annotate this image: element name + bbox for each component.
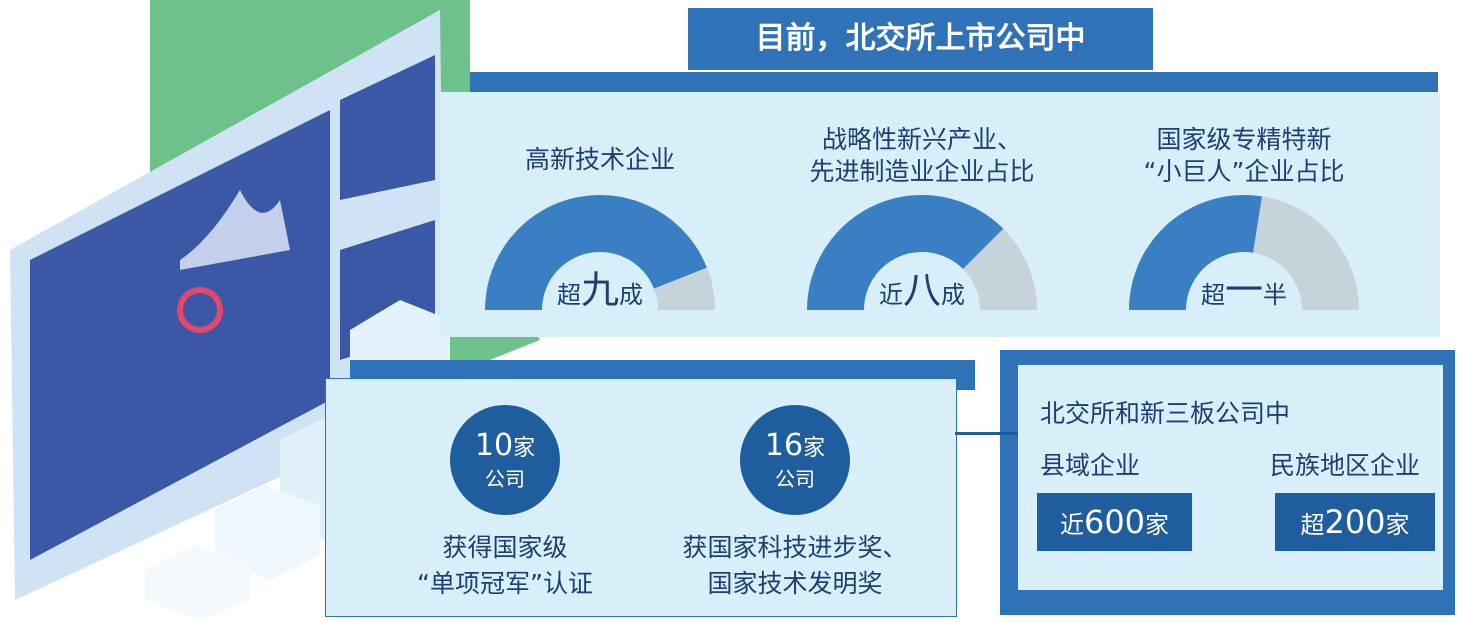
region-unit: 家 (1385, 511, 1410, 539)
gauges (485, 195, 1359, 310)
region-prefix: 超 (1300, 511, 1325, 539)
gauge-value: 近八成 (842, 268, 1002, 317)
region-prefix: 近 (1059, 511, 1084, 539)
gauge-suffix: 半 (1263, 281, 1287, 309)
gauge-suffix: 成 (941, 281, 965, 309)
gauge-remainder (653, 267, 715, 310)
gauge-label: 国家级专精特新 (1156, 125, 1332, 154)
award-caption: “单项冠军”认证 (417, 569, 593, 598)
cube (215, 485, 320, 580)
gauge-emphasis: 九 (580, 268, 619, 312)
gauge-prefix: 近 (878, 281, 903, 309)
gauge-fill (807, 195, 1004, 310)
gauge-prefix: 超 (1200, 281, 1225, 309)
awards-panel (325, 378, 957, 617)
gauge-label: “小巨人”企业占比 (1143, 157, 1345, 186)
gauge-remainder (1253, 196, 1359, 310)
region-badge: 超200家 (1275, 493, 1435, 551)
gauge-label: 高新技术企业 (524, 145, 675, 174)
screen-chart (180, 190, 290, 270)
monitor-panel (340, 55, 435, 200)
award-number: 16 (764, 428, 804, 463)
award-count: 16家 (740, 428, 850, 463)
title-box: 目前，北交所上市公司中 (688, 8, 1153, 70)
award-noun: 公司 (485, 467, 525, 491)
award-unit: 家 (513, 436, 536, 461)
award-caption: 国家技术发明奖 (707, 569, 883, 598)
regions-panel (1018, 365, 1443, 590)
gauge-label: 先进制造业企业占比 (809, 157, 1035, 186)
award-caption: 获国家科技进步奖、 (682, 533, 908, 562)
gauge-remainder (963, 228, 1037, 310)
region-count: 600 (1083, 503, 1146, 541)
award-circle: 10家公司 (450, 405, 560, 515)
region-unit: 家 (1145, 511, 1170, 539)
award-caption: 获得国家级 (442, 533, 568, 562)
gauge-prefix: 超 (556, 281, 581, 309)
screen-ring (177, 287, 223, 333)
gauge-fill (485, 195, 707, 310)
gauge-emphasis: 八 (902, 268, 941, 312)
gauge-value: 超一半 (1164, 268, 1324, 317)
region-label: 县域企业 (1040, 451, 1141, 480)
connector (955, 432, 1018, 435)
region-badge: 近600家 (1037, 493, 1192, 551)
gauge-suffix: 成 (619, 281, 643, 309)
title: 目前，北交所上市公司中 (755, 21, 1086, 56)
gauge-label: 战略性新兴产业、 (821, 125, 1022, 154)
cube (145, 545, 250, 620)
award-count: 10家 (450, 428, 560, 463)
regions-heading: 北交所和新三板公司中 (1040, 399, 1291, 428)
region-label: 民族地区企业 (1270, 451, 1421, 480)
region-count: 200 (1324, 503, 1386, 541)
award-number: 10 (474, 428, 514, 463)
award-noun: 公司 (775, 467, 815, 491)
gauge-fill (1129, 195, 1262, 310)
gauge-emphasis: 一 (1224, 268, 1263, 312)
award-circle: 16家公司 (740, 405, 850, 515)
gauge-value: 超九成 (520, 268, 680, 317)
award-unit: 家 (803, 436, 826, 461)
